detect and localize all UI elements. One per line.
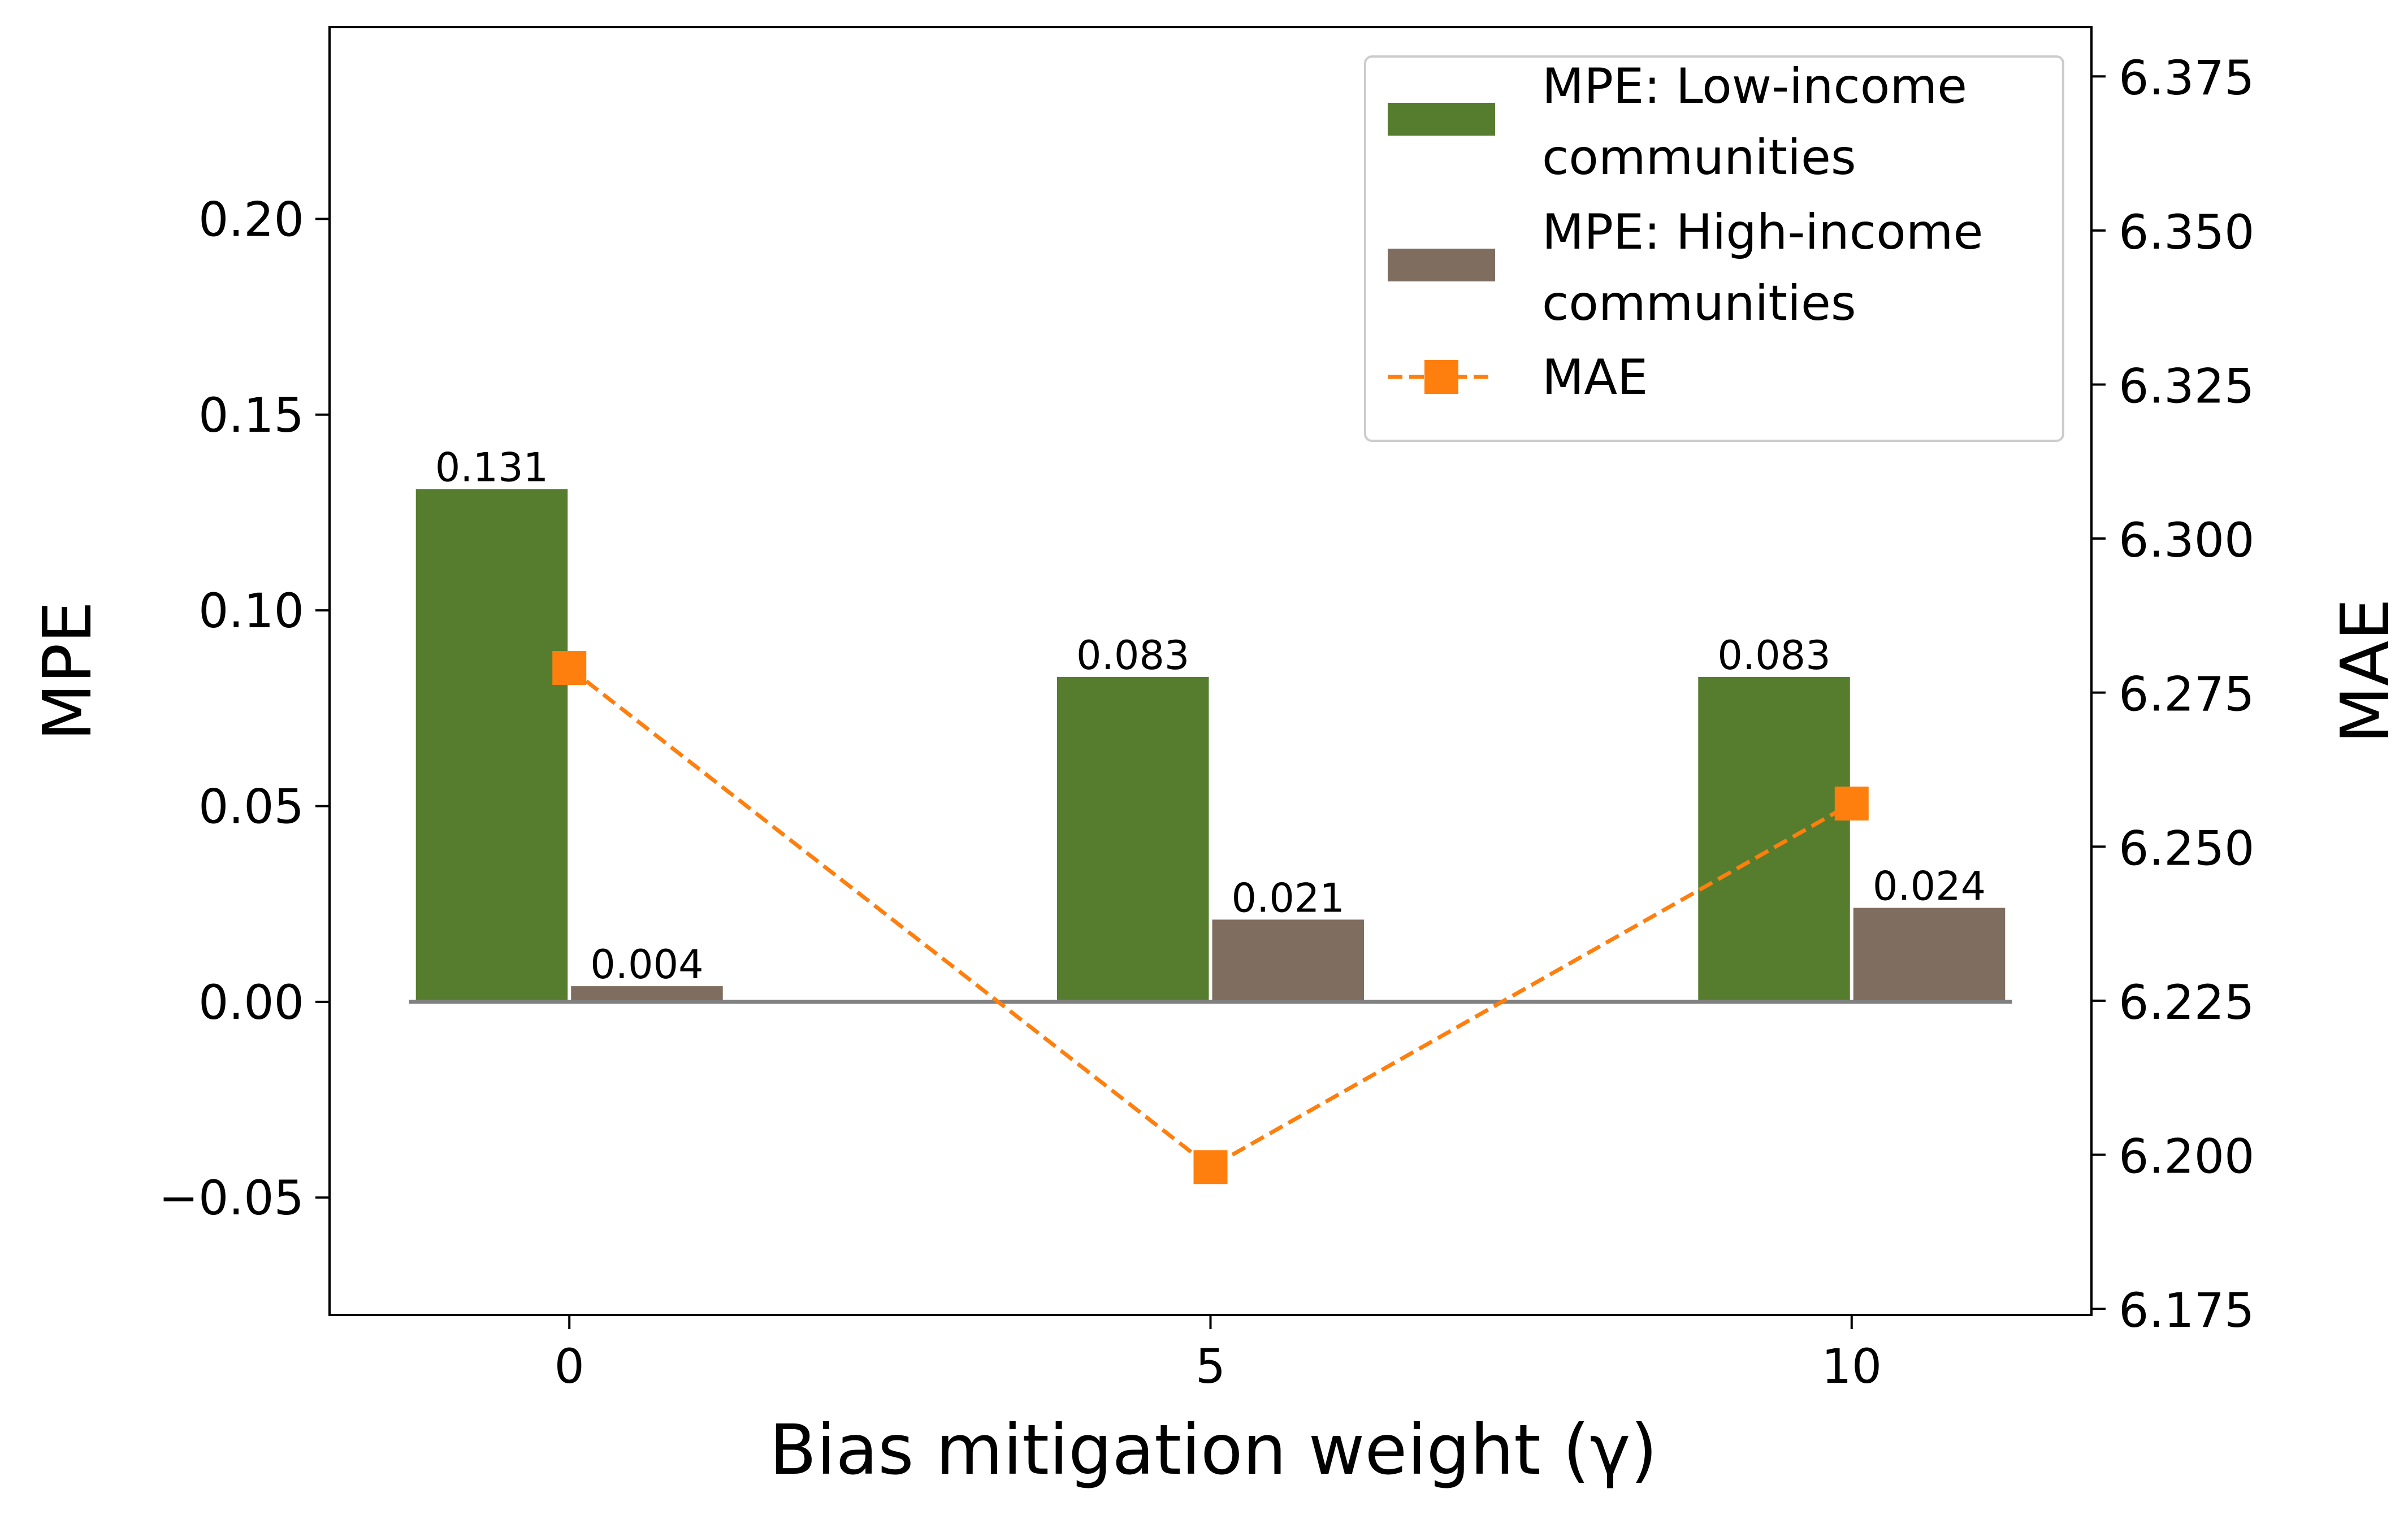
legend-label: communities bbox=[1542, 275, 1856, 332]
mae-marker-0 bbox=[552, 651, 587, 685]
bar-high-income-5 bbox=[1212, 919, 1364, 1002]
bar-low-income-5 bbox=[1057, 676, 1209, 1002]
mae-marker-10 bbox=[1834, 786, 1869, 821]
right-tick-label: 6.200 bbox=[2119, 1128, 2254, 1184]
right-tick-label: 6.250 bbox=[2119, 821, 2254, 876]
right-tick-label: 6.375 bbox=[2119, 50, 2254, 106]
legend: MPE: Low-income communities MPE: High-inco… bbox=[1364, 55, 2064, 442]
mae-line-layer bbox=[552, 651, 1869, 1184]
left-tick-label: 0.20 bbox=[198, 192, 304, 247]
x-tick-label: 0 bbox=[554, 1339, 584, 1394]
legend-box bbox=[1364, 55, 2064, 442]
right-tick-label: 6.300 bbox=[2119, 513, 2254, 568]
bar-high-income-0 bbox=[571, 986, 723, 1002]
bar-label-low-income-10: 0.083 bbox=[1717, 632, 1830, 679]
bar-label-layer: 0.131 0.083 0.083 0.004 0.021 0.024 bbox=[435, 444, 1986, 988]
x-axis: 0 5 10 bbox=[554, 1315, 1882, 1394]
legend-swatch-high-income bbox=[1388, 249, 1495, 281]
mae-line bbox=[568, 666, 1853, 1170]
x-tick-label: 5 bbox=[1196, 1339, 1225, 1394]
bar-layer bbox=[415, 489, 2006, 1002]
bar-label-low-income-5: 0.083 bbox=[1076, 632, 1189, 679]
left-axis-title: MPE bbox=[28, 601, 106, 741]
x-axis-title: Bias mitigation weight (γ) bbox=[769, 1410, 1657, 1490]
x-tick-label: 10 bbox=[1821, 1339, 1882, 1394]
left-tick-label: 0.15 bbox=[198, 388, 304, 443]
left-tick-label: −0.05 bbox=[159, 1170, 304, 1226]
bar-high-income-10 bbox=[1853, 908, 2006, 1002]
legend-label: MPE: High-income bbox=[1542, 204, 1983, 261]
right-tick-label: 6.350 bbox=[2119, 205, 2254, 260]
legend-swatch-low-income bbox=[1388, 103, 1495, 136]
bar-low-income-0 bbox=[415, 489, 568, 1002]
bar-label-high-income-0: 0.004 bbox=[590, 941, 703, 988]
right-y-axis: 6.375 6.350 6.325 6.300 6.275 6.250 6.225 6.200… bbox=[2091, 50, 2254, 1338]
bar-label-high-income-10: 0.024 bbox=[1873, 863, 1986, 910]
legend-label: MPE: Low-income bbox=[1542, 58, 1967, 115]
mae-marker-5 bbox=[1193, 1150, 1228, 1184]
right-axis-title: MAE bbox=[2326, 598, 2404, 744]
right-tick-label: 6.225 bbox=[2119, 975, 2254, 1030]
legend-label: MAE bbox=[1542, 349, 1648, 406]
legend-label: communities bbox=[1542, 129, 1856, 186]
right-tick-label: 6.175 bbox=[2119, 1283, 2254, 1338]
bar-label-low-income-0: 0.131 bbox=[435, 444, 548, 490]
bar-low-income-10 bbox=[1698, 676, 1850, 1002]
left-tick-label: 0.05 bbox=[198, 779, 304, 834]
right-tick-label: 6.325 bbox=[2119, 358, 2254, 414]
left-tick-label: 0.00 bbox=[198, 975, 304, 1030]
right-tick-label: 6.275 bbox=[2119, 667, 2254, 722]
left-y-axis: 0.20 0.15 0.10 0.05 0.00 −0.05 bbox=[159, 192, 330, 1226]
left-tick-label: 0.10 bbox=[198, 583, 304, 639]
bar-label-high-income-5: 0.021 bbox=[1232, 875, 1345, 921]
legend-swatch-mae-marker bbox=[1424, 360, 1458, 394]
